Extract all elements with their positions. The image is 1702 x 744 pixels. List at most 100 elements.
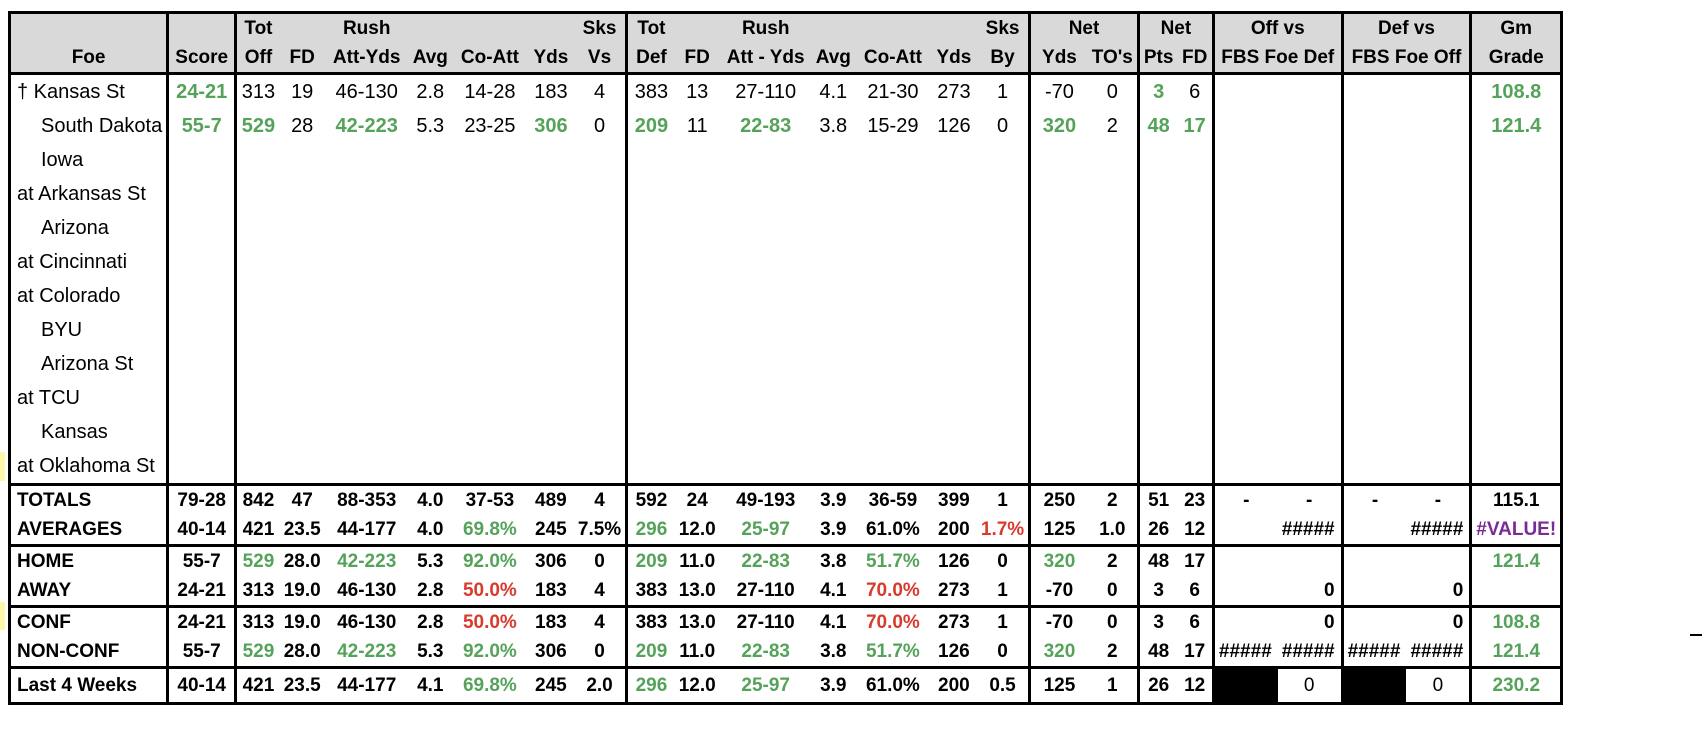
stat-cell: 5.3 — [416, 114, 445, 137]
header-cell: Avg — [408, 43, 452, 75]
stat-cell: 0 — [1406, 576, 1473, 608]
stat-cell — [167, 177, 238, 211]
stat-cell: 50.0% — [451, 576, 528, 608]
stat-cell: 48 — [1148, 550, 1170, 572]
stat-cell: 48 — [1138, 637, 1178, 669]
header-cell: Net — [1029, 11, 1140, 43]
stat-cell — [167, 245, 238, 279]
stat-cell — [930, 449, 977, 486]
stat-cell — [811, 449, 855, 486]
stat-cell: 4 — [573, 606, 629, 637]
header-cell: Sks — [976, 11, 1032, 43]
stat-cell — [528, 313, 574, 347]
game-row: Iowa — [7, 143, 1564, 177]
stat-cell: 3.9 — [811, 667, 855, 705]
header-cell: Att-Yds — [324, 43, 409, 75]
header-cell — [167, 11, 238, 43]
stat-cell: -70 — [1045, 80, 1074, 103]
stat-cell — [409, 313, 452, 347]
header-cell: Off — [235, 43, 280, 75]
stat-cell: 383 — [634, 80, 669, 103]
stat-cell: 0.5 — [976, 667, 1032, 705]
stat-cell: 4 — [573, 73, 629, 109]
stat-cell — [1029, 449, 1088, 486]
stat-cell — [452, 381, 528, 415]
stat-cell — [167, 415, 238, 449]
header-cell: By — [976, 43, 1032, 75]
header-cell: Def — [626, 43, 675, 75]
stat-cell — [931, 245, 977, 279]
stat-cell — [627, 177, 675, 211]
stat-cell: 421 — [235, 667, 280, 705]
stat-cell — [528, 177, 574, 211]
header-cell: Score — [167, 43, 238, 75]
stat-cell: 3 — [1153, 80, 1165, 103]
header-cell: Vs — [573, 43, 629, 75]
stat-cell — [675, 381, 720, 415]
game-row: at Arkansas St — [7, 177, 1564, 211]
game-row: Kansas — [7, 415, 1564, 449]
summary-row: Last 4 Weeks 40-14 421 23.5 44-177 4.1 6… — [7, 667, 1564, 705]
stat-cell — [1406, 545, 1473, 576]
header-cell: Avg — [811, 43, 855, 75]
stat-cell: 4.1 — [819, 80, 848, 103]
stat-cell: 1 — [976, 606, 1032, 637]
stat-cell — [1177, 211, 1215, 245]
stat-cell: 7.5% — [573, 515, 629, 547]
stat-cell: 12.0 — [674, 667, 720, 705]
grade-cell — [1470, 576, 1564, 608]
stat-cell — [409, 347, 452, 381]
stat-cell: 47 — [291, 489, 313, 511]
stat-cell: ##### — [1406, 515, 1473, 547]
row-label: HOME — [7, 545, 170, 576]
grade-cell — [1470, 347, 1564, 381]
stat-cell: 69.8% — [451, 667, 528, 705]
grade-cell: 121.4 — [1470, 109, 1564, 143]
stat-cell — [1342, 279, 1473, 313]
stat-cell — [1138, 177, 1177, 211]
stat-cell — [1213, 109, 1344, 143]
stat-cell — [976, 211, 1032, 245]
stat-cell: 320 — [1029, 637, 1088, 669]
stat-cell: 1.0 — [1087, 515, 1140, 547]
stat-cell: 27-110 — [736, 611, 795, 633]
stat-cell — [280, 245, 325, 279]
stat-cell — [236, 415, 280, 449]
header-cell: Rush — [719, 11, 812, 43]
stat-cell: 529 — [235, 637, 280, 669]
grade-cell — [1470, 177, 1564, 211]
stat-cell: 4 — [573, 484, 629, 515]
grade-cell — [1470, 245, 1564, 279]
stat-cell — [1342, 546, 1406, 577]
stat-cell — [452, 347, 528, 381]
foe-cell: Arizona St — [7, 347, 170, 381]
stat-cell — [931, 313, 977, 347]
stat-cell: 48 — [1147, 114, 1170, 137]
foe-cell: South Dakota — [7, 109, 170, 143]
header-row-1: Tot Rush Sks Tot Rush Sks Net Net Off vs… — [7, 11, 1564, 43]
stat-cell — [1138, 279, 1177, 313]
stat-cell — [1342, 449, 1473, 486]
stat-cell: 4.1 — [408, 667, 452, 705]
stat-cell — [675, 347, 720, 381]
stat-cell: 23-25 — [464, 114, 516, 137]
header-row-2: Foe Score Off FD Att-Yds Avg Co-Att Yds … — [7, 43, 1564, 75]
stat-cell — [280, 415, 325, 449]
stat-cell — [931, 415, 977, 449]
stat-cell — [1177, 347, 1215, 381]
stat-cell — [1177, 381, 1215, 415]
row-label: CONF — [7, 606, 170, 637]
stat-cell — [573, 245, 629, 279]
stat-cell: 3.9 — [811, 515, 855, 547]
stat-cell — [1342, 143, 1473, 177]
stat-cell: 126 — [930, 637, 977, 669]
stat-cell — [1030, 177, 1088, 211]
stat-cell: 4.1 — [811, 576, 855, 608]
stat-cell: 4.1 — [820, 611, 847, 633]
header-cell: FBS Foe Off — [1342, 43, 1473, 75]
stat-cell — [452, 415, 528, 449]
stat-cell — [720, 313, 812, 347]
stat-cell — [976, 449, 1032, 486]
game-row: at Oklahoma St — [7, 449, 1564, 486]
stat-cell — [1213, 449, 1344, 486]
